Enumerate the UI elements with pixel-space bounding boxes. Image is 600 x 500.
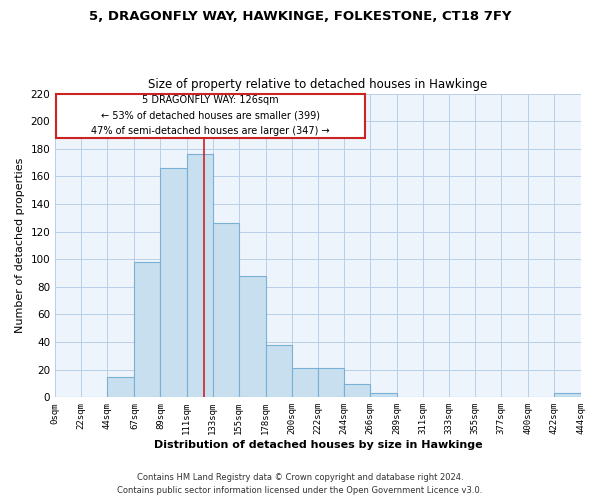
- Bar: [160, 168, 187, 398]
- Text: 5 DRAGONFLY WAY: 126sqm
← 53% of detached houses are smaller (399)
47% of semi-d: 5 DRAGONFLY WAY: 126sqm ← 53% of detache…: [91, 95, 330, 136]
- Text: 5, DRAGONFLY WAY, HAWKINGE, FOLKESTONE, CT18 7FY: 5, DRAGONFLY WAY, HAWKINGE, FOLKESTONE, …: [89, 10, 511, 23]
- Text: Contains HM Land Registry data © Crown copyright and database right 2024.
Contai: Contains HM Land Registry data © Crown c…: [118, 474, 482, 495]
- Bar: [554, 393, 581, 398]
- Bar: [134, 262, 160, 398]
- Bar: [212, 224, 239, 398]
- FancyBboxPatch shape: [56, 94, 365, 138]
- Bar: [239, 276, 266, 398]
- Y-axis label: Number of detached properties: Number of detached properties: [15, 158, 25, 333]
- Bar: [292, 368, 318, 398]
- X-axis label: Distribution of detached houses by size in Hawkinge: Distribution of detached houses by size …: [154, 440, 482, 450]
- Bar: [370, 393, 397, 398]
- Bar: [318, 368, 344, 398]
- Bar: [344, 384, 370, 398]
- Bar: [266, 345, 292, 398]
- Bar: [107, 376, 134, 398]
- Bar: [187, 154, 212, 398]
- Title: Size of property relative to detached houses in Hawkinge: Size of property relative to detached ho…: [148, 78, 487, 91]
